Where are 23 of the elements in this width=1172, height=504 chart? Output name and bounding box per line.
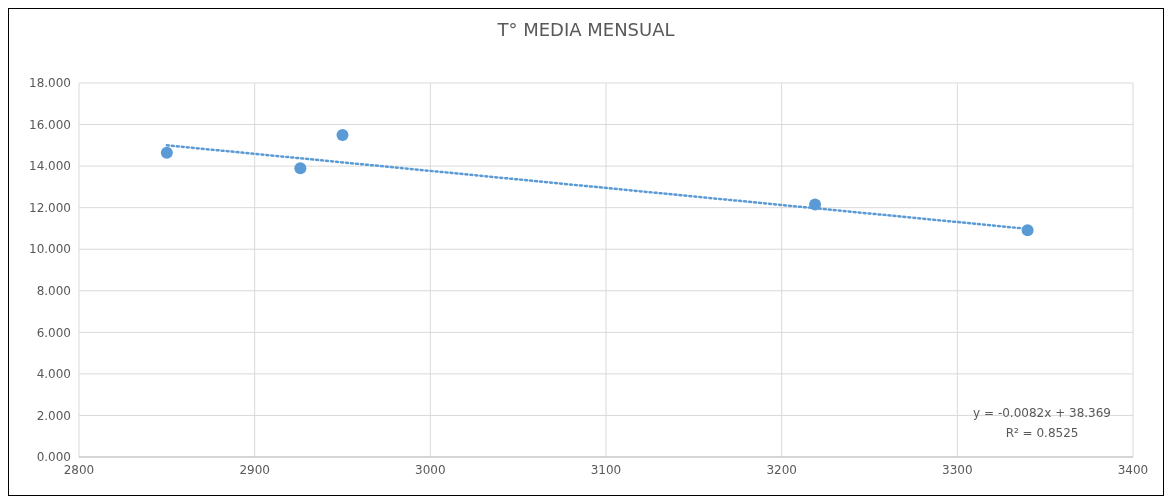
x-tick-label: 3200 — [766, 462, 797, 477]
x-tick-label: 2900 — [239, 462, 270, 477]
x-tick-label: 3300 — [942, 462, 973, 477]
x-tick-label: 3000 — [415, 462, 446, 477]
y-tick-label: 0.000 — [36, 450, 71, 465]
x-tick-label: 3400 — [1117, 462, 1149, 477]
chart-title: T° MEDIA MENSUAL — [496, 19, 676, 40]
point — [336, 128, 349, 141]
y-tick-label: 14.000 — [29, 159, 71, 174]
y-tick-label: 10.000 — [29, 242, 71, 257]
point — [294, 162, 307, 175]
y-tick-label: 2.000 — [36, 408, 71, 423]
point — [160, 146, 173, 159]
y-tick-label: 18.000 — [29, 76, 71, 91]
y-tick-label: 16.000 — [29, 117, 71, 132]
annotation: R² = 0.8525 — [1004, 425, 1080, 442]
x-tick-label: 3100 — [590, 462, 622, 477]
y-tick-label: 12.000 — [29, 200, 71, 215]
y-tick-label: 8.000 — [36, 284, 71, 299]
y-tick-label: 6.000 — [36, 325, 71, 340]
annotation: y = -0.0082x + 38.369 — [973, 405, 1111, 422]
x-tick-label: 2800 — [63, 462, 95, 477]
y-tick-label: 4.000 — [36, 367, 71, 382]
